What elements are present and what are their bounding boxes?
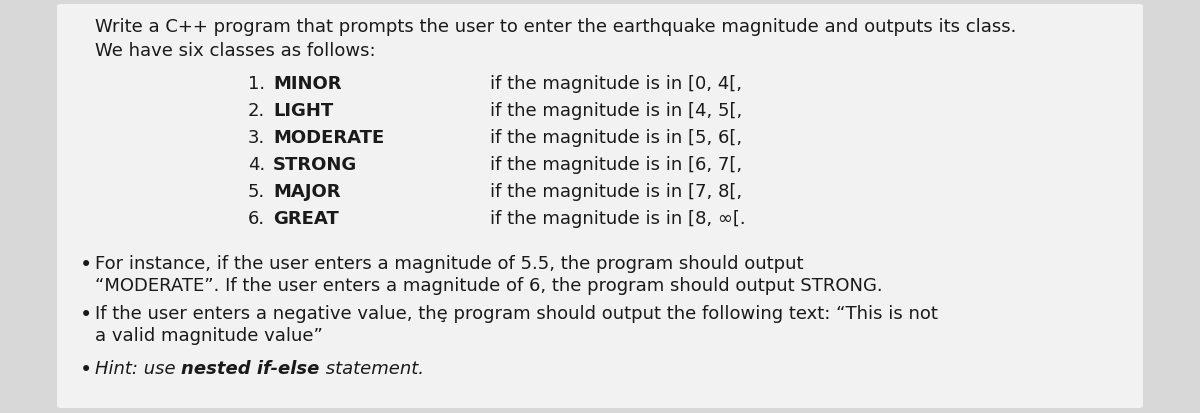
Text: if the magnitude is in [5, 6[,: if the magnitude is in [5, 6[, [490, 129, 742, 147]
Text: Write a C++ program that prompts the user to enter the earthquake magnitude and : Write a C++ program that prompts the use… [95, 18, 1016, 36]
Text: MODERATE: MODERATE [274, 129, 384, 147]
Text: statement.: statement. [319, 359, 424, 377]
Text: •: • [80, 359, 92, 379]
Text: STRONG: STRONG [274, 156, 358, 173]
Text: “MODERATE”. If the user enters a magnitude of 6, the program should output STRON: “MODERATE”. If the user enters a magnitu… [95, 276, 883, 294]
Text: 3.: 3. [247, 129, 265, 147]
Text: 2.: 2. [247, 102, 265, 120]
Text: Hint: use: Hint: use [95, 359, 181, 377]
Text: For instance, if the user enters a magnitude of 5.5, the program should output: For instance, if the user enters a magni… [95, 254, 804, 272]
Text: GREAT: GREAT [274, 209, 338, 228]
Text: if the magnitude is in [8, ∞[.: if the magnitude is in [8, ∞[. [490, 209, 745, 228]
Text: If the user enters a negative value, thȩ program should output the following te: If the user enters a negative value, the… [95, 304, 938, 322]
Text: MAJOR: MAJOR [274, 183, 341, 201]
Text: •: • [80, 304, 92, 324]
Text: if the magnitude is in [7, 8[,: if the magnitude is in [7, 8[, [490, 183, 742, 201]
FancyBboxPatch shape [58, 5, 1142, 408]
Text: if the magnitude is in [0, 4[,: if the magnitude is in [0, 4[, [490, 75, 742, 93]
Text: LIGHT: LIGHT [274, 102, 334, 120]
Text: 6.: 6. [248, 209, 265, 228]
Text: •: • [80, 254, 92, 274]
Text: MINOR: MINOR [274, 75, 342, 93]
Text: if the magnitude is in [4, 5[,: if the magnitude is in [4, 5[, [490, 102, 743, 120]
Text: 4.: 4. [247, 156, 265, 173]
Text: a valid magnitude value”: a valid magnitude value” [95, 326, 323, 344]
Text: if the magnitude is in [6, 7[,: if the magnitude is in [6, 7[, [490, 156, 742, 173]
Text: 1.: 1. [248, 75, 265, 93]
Text: nested if-else: nested if-else [181, 359, 319, 377]
Text: 5.: 5. [247, 183, 265, 201]
Text: We have six classes as follows:: We have six classes as follows: [95, 42, 376, 60]
